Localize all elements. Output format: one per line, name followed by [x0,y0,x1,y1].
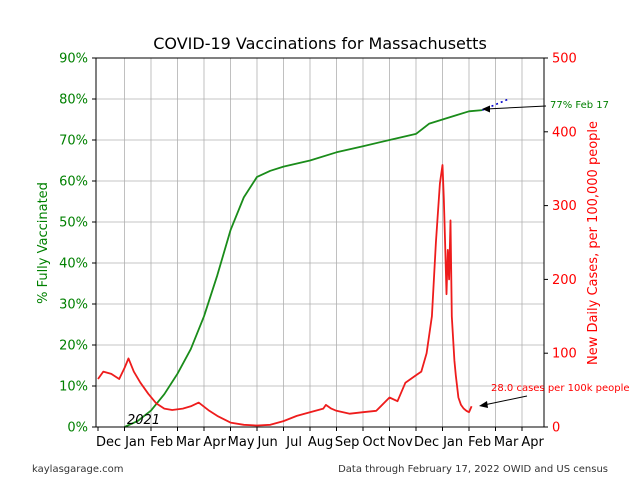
footer-right: Data through February 17, 2022 OWID and … [338,464,608,475]
vaccinated-annotation-arrowhead [482,105,490,113]
right-tick-label: 300 [552,199,577,214]
year-label: 2021 [127,413,160,428]
x-tick-label: May [228,435,255,450]
vaccinated-series [124,109,483,428]
annotations: 77% Feb 17 28.0 cases per 100k people [479,100,630,408]
x-tick-label: Nov [387,435,413,450]
cases-series [97,164,473,427]
left-tick-label: 80% [59,93,88,108]
cases-annotation-arrowhead [479,401,488,408]
cases-annotation-arrow [483,395,528,406]
left-tick-label: 60% [59,175,88,190]
x-tick-label: Feb [150,435,173,450]
x-axis: Dec Jan Feb Mar Apr May Jun Jul Aug Sep Oct Nov Dec J… [96,427,544,450]
left-tick-label: 0% [67,421,88,436]
plot-frame [95,57,545,428]
x-tick-label: Jul [285,435,302,450]
x-tick-label: Jan [442,435,463,450]
right-axis: 0 100 200 300 400 500 [544,52,577,436]
x-tick-label: Oct [362,435,384,450]
left-tick-label: 70% [59,134,88,149]
x-tick-label: Sep [335,435,360,450]
left-tick-label: 40% [59,257,88,272]
x-tick-label: Jun [256,435,277,450]
x-tick-label: Aug [308,435,333,450]
chart-title: COVID-19 Vaccinations for Massachusetts [153,34,487,53]
left-tick-label: 30% [59,298,88,313]
right-tick-label: 400 [552,125,577,140]
left-tick-label: 20% [59,339,88,354]
x-tick-label: Apr [521,435,544,450]
vaccinated-annotation-arrow [485,105,547,110]
right-tick-label: 500 [552,52,577,67]
x-tick-label: Dec [96,435,121,450]
vaccinated-line [124,109,483,428]
footer-left: kaylasgarage.com [32,464,124,475]
x-tick-label: Feb [468,435,491,450]
x-tick-label: Jan [124,435,145,450]
x-tick-label: Mar [176,435,201,450]
left-tick-label: 10% [59,380,88,395]
vaccinated-annotation: 77% Feb 17 [550,100,609,111]
right-tick-label: 0 [552,421,560,436]
cases-line [97,164,473,427]
left-axis-label: % Fully Vaccinated [36,182,51,304]
right-tick-label: 100 [552,347,577,362]
left-axis: 0% 10% 20% 30% 40% 50% 60% 70% 80% 90% [59,52,96,436]
left-tick-label: 90% [59,52,88,67]
right-tick-label: 200 [552,273,577,288]
left-tick-label: 50% [59,216,88,231]
x-tick-label: Mar [494,435,519,450]
x-tick-label: Dec [414,435,439,450]
x-tick-label: Apr [203,435,226,450]
cases-annotation: 28.0 cases per 100k people [491,383,630,394]
right-axis-label: New Daily Cases, per 100,000 people [586,121,601,365]
